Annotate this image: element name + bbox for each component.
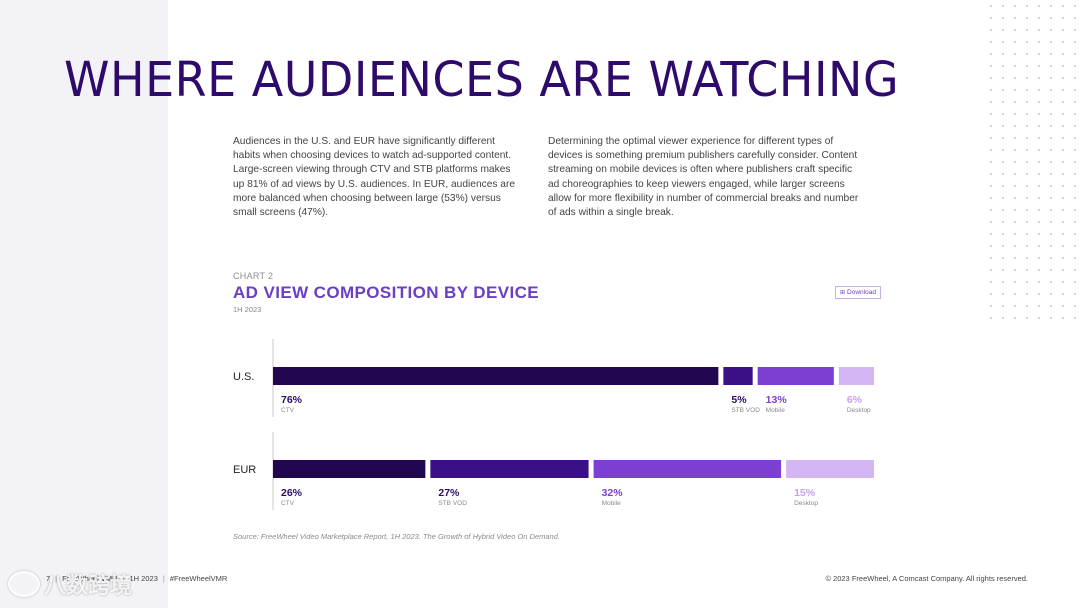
bar-mobile bbox=[593, 460, 782, 478]
watermark-text: 八数跨境 bbox=[44, 573, 133, 598]
data-label-value: 15% bbox=[794, 487, 816, 499]
data-label-series: Mobile bbox=[766, 407, 786, 414]
footer-separator: | bbox=[122, 574, 125, 583]
watermark: 八数跨境 bbox=[8, 568, 132, 600]
bar-mobile bbox=[757, 367, 834, 385]
data-label-series: Mobile bbox=[602, 500, 622, 507]
data-label-series: CTV bbox=[281, 407, 295, 414]
data-label-value: 5% bbox=[731, 394, 747, 406]
download-button[interactable]: ⊞ Download bbox=[835, 286, 881, 299]
footer-brand: FreeWheel VMR bbox=[62, 574, 118, 583]
bar-desktop bbox=[786, 460, 874, 478]
footer-hashtag: #FreeWheelVMR bbox=[169, 574, 228, 583]
footer-separator: | bbox=[55, 574, 58, 583]
download-label: Download bbox=[847, 289, 876, 296]
chart-title: AD VIEW COMPOSITION BY DEVICE bbox=[233, 283, 539, 302]
footer-period: 1H 2023 bbox=[129, 574, 158, 583]
footer-separator: | bbox=[162, 574, 165, 583]
source-note: Source: FreeWheel Video Marketplace Repo… bbox=[233, 532, 560, 541]
left-background-band bbox=[0, 0, 168, 608]
data-label-series: Desktop bbox=[794, 500, 818, 507]
chart-period: 1H 2023 bbox=[233, 305, 262, 314]
data-label-series: STB VOD bbox=[438, 500, 467, 507]
bar-stb-vod bbox=[723, 367, 753, 385]
data-label-value: 76% bbox=[281, 394, 303, 406]
bar-ctv bbox=[273, 460, 426, 478]
page-title: WHERE AUDIENCES ARE WATCHING bbox=[64, 50, 900, 108]
decorative-dot-grid bbox=[985, 0, 1080, 320]
data-label-series: Desktop bbox=[847, 407, 871, 414]
data-label-series: CTV bbox=[281, 500, 295, 507]
category-label: U.S. bbox=[233, 371, 254, 383]
watermark-logo-icon bbox=[8, 571, 40, 597]
data-label-series: STB VOD bbox=[731, 407, 760, 414]
bar-desktop bbox=[838, 367, 874, 385]
category-label: EUR bbox=[233, 464, 256, 476]
data-label-value: 26% bbox=[281, 487, 303, 499]
footer-copyright: © 2023 FreeWheel, A Comcast Company. All… bbox=[825, 574, 1028, 583]
bar-ctv bbox=[273, 367, 719, 385]
data-label-value: 27% bbox=[438, 487, 460, 499]
intro-paragraph-right: Determining the optimal viewer experienc… bbox=[548, 136, 859, 219]
page-number: 7 bbox=[46, 574, 51, 583]
footer-left: 7 | FreeWheel VMR | 1H 2023 | #FreeWheel… bbox=[46, 574, 227, 583]
data-label-value: 6% bbox=[847, 394, 863, 406]
bar-stb-vod bbox=[430, 460, 589, 478]
download-icon: ⊞ bbox=[840, 290, 846, 296]
data-label-value: 13% bbox=[766, 394, 788, 406]
chart-kicker: CHART 2 bbox=[233, 271, 274, 281]
intro-paragraph-left: Audiences in the U.S. and EUR have signi… bbox=[233, 136, 516, 219]
data-label-value: 32% bbox=[602, 487, 624, 499]
